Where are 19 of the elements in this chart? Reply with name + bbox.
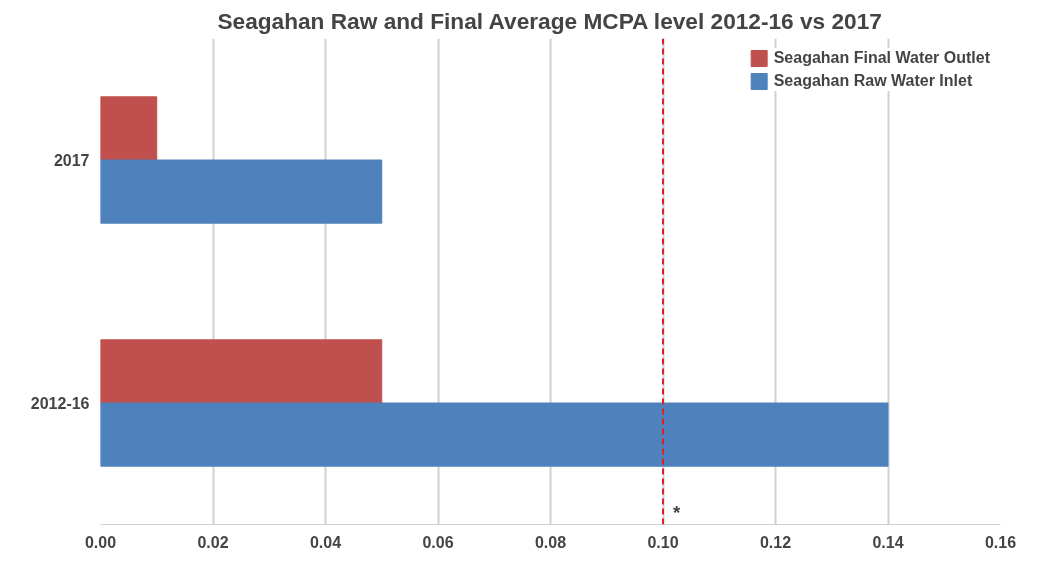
- bar: [100, 159, 383, 224]
- x-tick-label: 0.06: [422, 533, 454, 551]
- x-tick-label: 0.08: [534, 533, 567, 551]
- x-tick-label: 0.00: [84, 533, 117, 551]
- y-tick-label: 2012-16: [30, 395, 90, 412]
- x-tick-label: 0.02: [197, 533, 229, 551]
- x-tick-label: 0.04: [309, 533, 342, 551]
- x-tick-label: 0.10: [647, 533, 679, 551]
- bar: [100, 96, 158, 161]
- ref-line-label: *: [673, 501, 681, 523]
- y-tick-label: 2017: [53, 152, 90, 169]
- chart-title: Seagahan Raw and Final Average MCPA level 2012-16 vs 2017: [217, 7, 882, 34]
- x-tick-label: 0.14: [872, 533, 904, 551]
- x-tick-label: 0.12: [759, 533, 792, 551]
- legend-label: Seagahan Raw Water Inlet: [773, 72, 973, 90]
- bar: [100, 402, 889, 467]
- legend-label: Seagahan Final Water Outlet: [773, 49, 990, 67]
- bar: [100, 339, 383, 404]
- x-tick-label: 0.16: [984, 533, 1017, 551]
